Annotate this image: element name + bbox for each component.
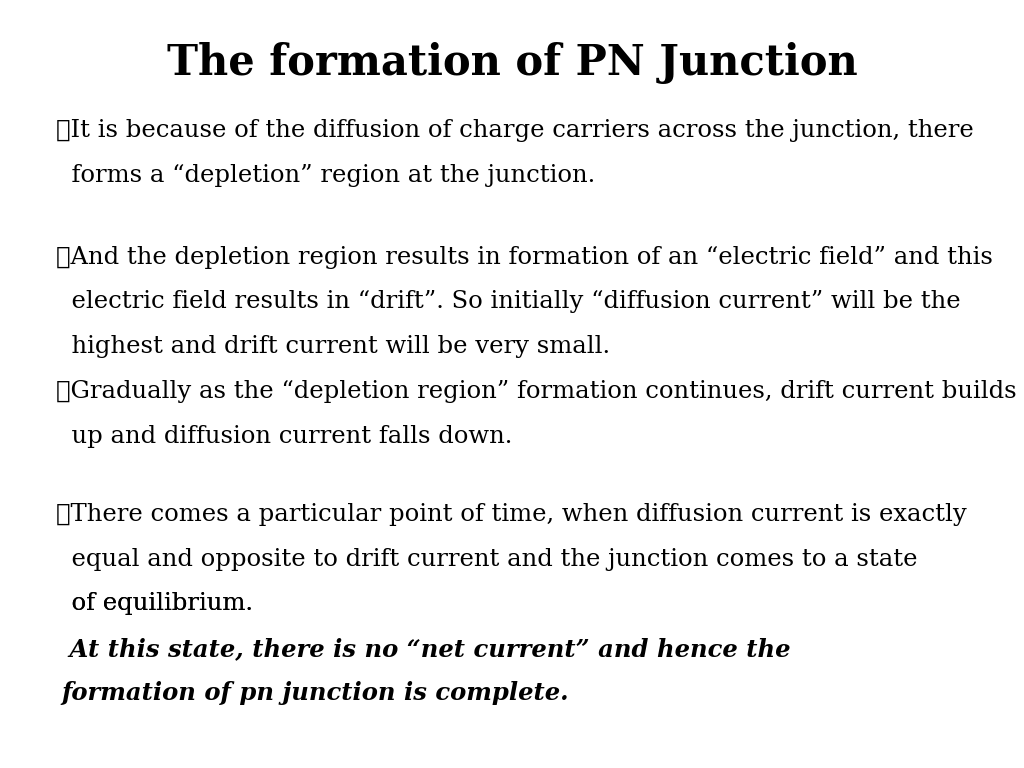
Text: formation of pn junction is complete.: formation of pn junction is complete. <box>61 681 569 705</box>
Text: The formation of PN Junction: The formation of PN Junction <box>167 42 857 84</box>
Text: highest and drift current will be very small.: highest and drift current will be very s… <box>56 335 610 358</box>
Text: up and diffusion current falls down.: up and diffusion current falls down. <box>56 425 513 448</box>
Text: electric field results in “drift”. So initially “diffusion current” will be the: electric field results in “drift”. So in… <box>56 290 961 313</box>
Text: forms a “depletion” region at the junction.: forms a “depletion” region at the juncti… <box>56 164 596 187</box>
Text: of equilibrium.: of equilibrium. <box>56 592 253 615</box>
Text: ➤Gradually as the “depletion region” formation continues, drift current builds: ➤Gradually as the “depletion region” for… <box>56 380 1017 403</box>
Text: equal and opposite to drift current and the junction comes to a state: equal and opposite to drift current and … <box>56 548 918 571</box>
Text: At this state, there is no “net current” and hence the: At this state, there is no “net current”… <box>61 637 791 660</box>
Text: ➤It is because of the diffusion of charge carriers across the junction, there: ➤It is because of the diffusion of charg… <box>56 119 974 142</box>
Text: of equilibrium.: of equilibrium. <box>56 592 253 615</box>
Text: ➤And the depletion region results in formation of an “electric field” and this: ➤And the depletion region results in for… <box>56 246 993 269</box>
Text: ➤There comes a particular point of time, when diffusion current is exactly: ➤There comes a particular point of time,… <box>56 503 967 526</box>
